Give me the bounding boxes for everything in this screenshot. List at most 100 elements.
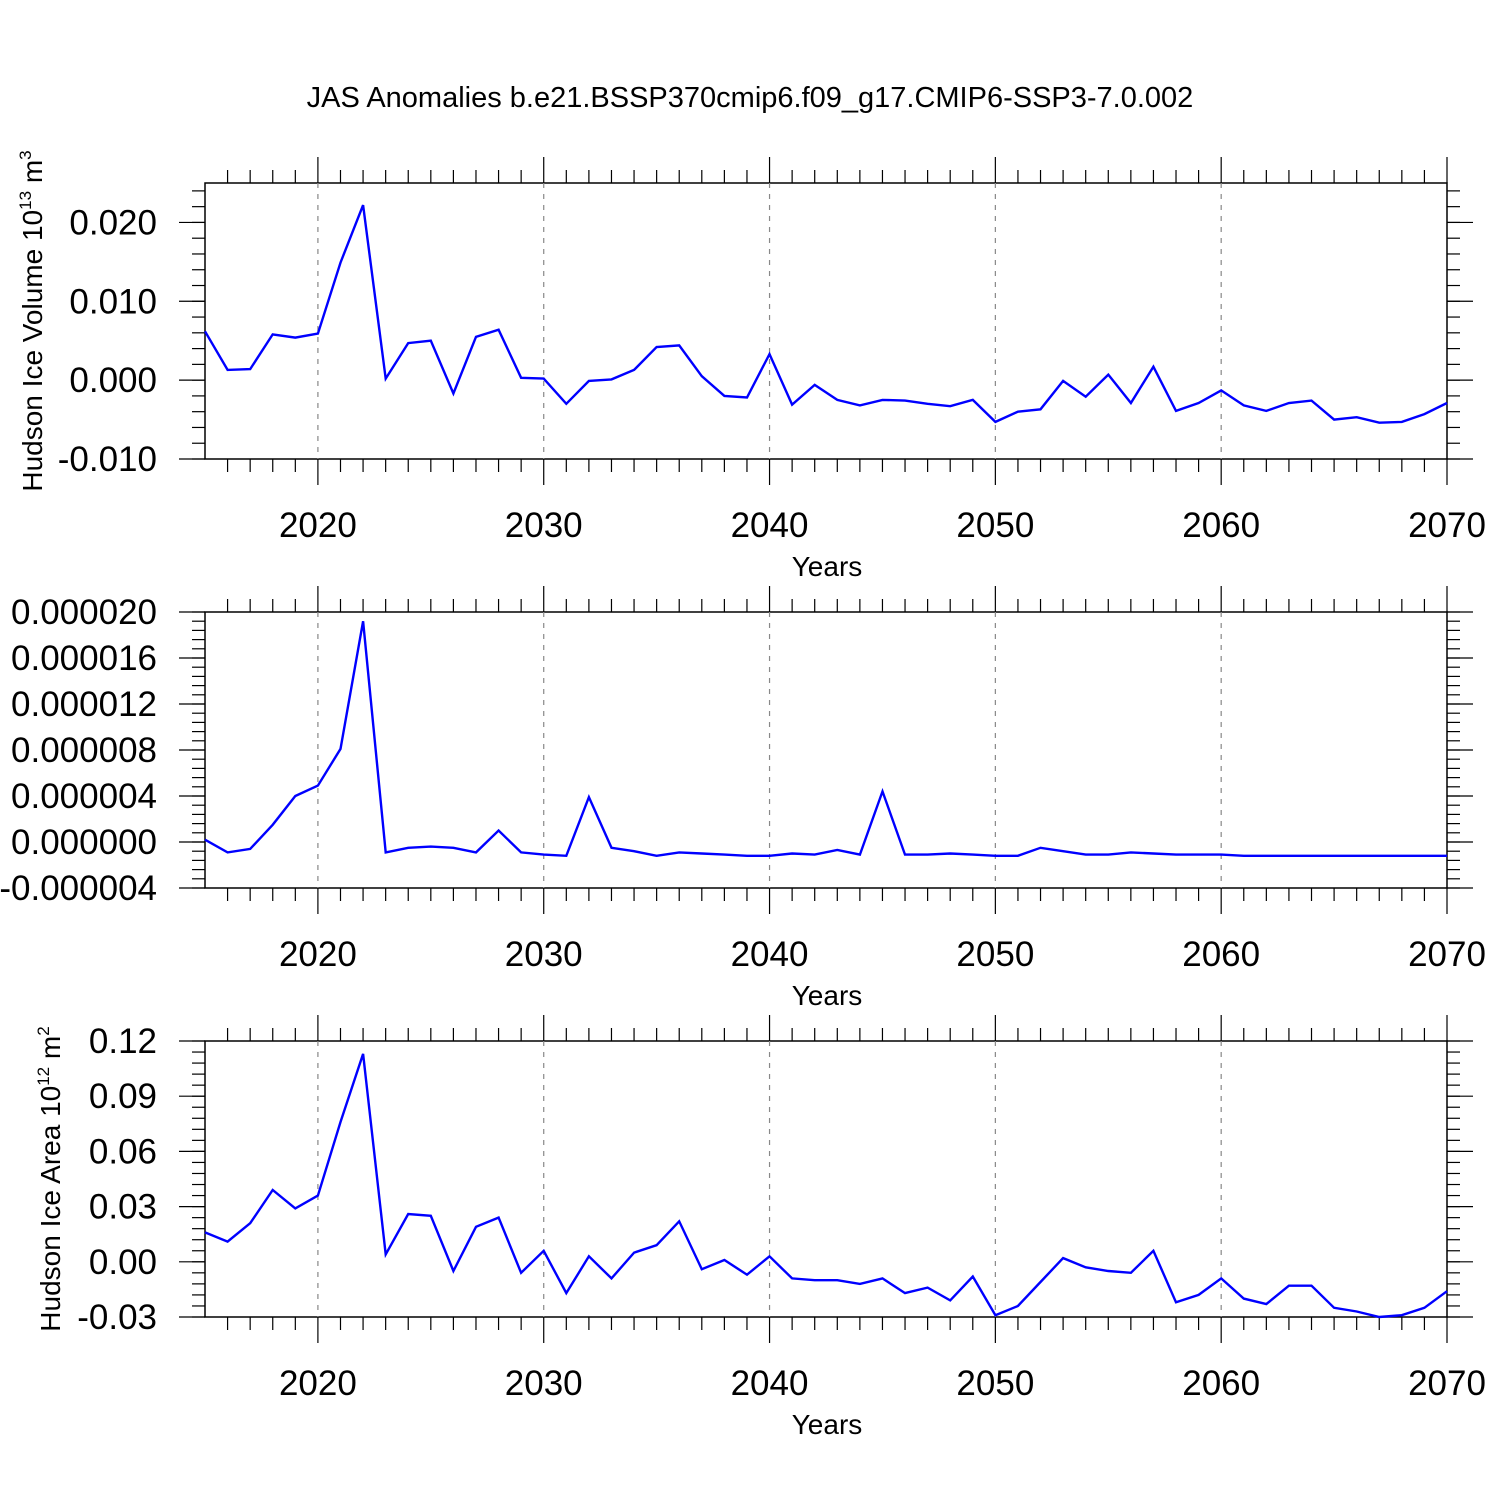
plot-frame	[204, 182, 1448, 460]
y-tick-label: 0.000016	[11, 639, 157, 678]
x-tick-label: 2050	[956, 1364, 1034, 1403]
data-point	[1197, 402, 1199, 404]
data-point	[972, 399, 974, 401]
data-point	[791, 1277, 793, 1279]
data-point	[836, 1279, 838, 1281]
data-point	[746, 1274, 748, 1276]
data-point	[1310, 855, 1312, 857]
y-tick-label: 0.000020	[11, 593, 157, 632]
data-point	[1243, 855, 1245, 857]
data-point	[859, 404, 861, 406]
data-point	[272, 824, 274, 826]
data-point	[904, 1292, 906, 1294]
y-axis-title-part: m	[17, 160, 48, 191]
data-point	[701, 852, 703, 854]
data-point	[610, 378, 612, 380]
data-point	[1017, 411, 1019, 413]
data-point	[362, 204, 364, 206]
chart-panel-2: -0.000004 0.000000 0.000004 0.000008 0.00001…	[0, 586, 1486, 1011]
data-point	[1220, 853, 1222, 855]
data-point	[385, 1253, 387, 1255]
data-point	[1401, 421, 1403, 423]
data-point	[859, 1283, 861, 1285]
data-point	[1288, 402, 1290, 404]
data-point	[678, 1220, 680, 1222]
data-point	[294, 1207, 296, 1209]
data-point	[475, 1226, 477, 1228]
data-point	[520, 851, 522, 853]
data-point	[723, 1259, 725, 1261]
data-point	[949, 405, 951, 407]
data-point	[272, 333, 274, 335]
y-tick-label: 0.06	[89, 1132, 157, 1171]
y-tick-label: 0.000004	[11, 777, 157, 816]
y-tick-label: 0.00	[89, 1243, 157, 1282]
x-tick-label: 2040	[731, 935, 809, 974]
data-point	[1265, 855, 1267, 857]
plot-frame	[204, 1040, 1448, 1318]
data-point	[1130, 1272, 1132, 1274]
data-point	[723, 395, 725, 397]
data-point	[1130, 402, 1132, 404]
data-point	[633, 850, 635, 852]
data-point	[701, 1268, 703, 1270]
data-point	[497, 1216, 499, 1218]
data-point	[430, 1215, 432, 1217]
data-point	[385, 377, 387, 379]
data-point	[1356, 1310, 1358, 1312]
y-tick-label: 0.03	[89, 1188, 157, 1227]
data-point	[520, 377, 522, 379]
data-point	[520, 1272, 522, 1274]
x-tick-label: 2030	[505, 935, 583, 974]
data-point	[1423, 1307, 1425, 1309]
data-point	[881, 399, 883, 401]
data-point	[972, 1275, 974, 1277]
data-point	[1401, 855, 1403, 857]
data-point	[1288, 855, 1290, 857]
data-point	[655, 346, 657, 348]
data-point	[543, 377, 545, 379]
data-point	[1152, 366, 1154, 368]
data-point	[904, 853, 906, 855]
data-point	[1062, 380, 1064, 382]
data-point	[633, 1251, 635, 1253]
data-point	[249, 1222, 251, 1224]
data-point	[226, 369, 228, 371]
data-point	[994, 1314, 996, 1316]
data-point	[723, 853, 725, 855]
data-point	[1175, 1301, 1177, 1303]
y-tick-label: -0.000004	[0, 869, 157, 908]
data-point	[543, 853, 545, 855]
data-point	[362, 1053, 364, 1055]
data-point	[1017, 1305, 1019, 1307]
x-tick-label: 2020	[279, 1364, 357, 1403]
data-point	[1197, 1294, 1199, 1296]
x-tick-label: 2060	[1182, 935, 1260, 974]
data-point	[588, 380, 590, 382]
page-title: JAS Anomalies b.e21.BSSP370cmip6.f09_g17…	[306, 82, 1194, 114]
data-point	[1039, 408, 1041, 410]
data-point	[385, 851, 387, 853]
x-tick-label: 2030	[505, 1364, 583, 1403]
data-point	[678, 851, 680, 853]
y-tick-label: 0.000	[69, 361, 157, 400]
chart-panel-1: -0.010 0.000 0.010 0.020 2020 2030 2040 2050 206…	[16, 150, 1486, 582]
data-point	[204, 1231, 206, 1233]
data-point	[791, 403, 793, 405]
data-point	[407, 1213, 409, 1215]
data-point	[339, 1121, 341, 1123]
data-point	[204, 330, 206, 332]
y-axis-title-part: Hudson Ice Area 10	[35, 1086, 66, 1332]
data-point	[859, 853, 861, 855]
y-tick-label: 0.000008	[11, 731, 157, 770]
data-point	[610, 847, 612, 849]
x-tick-label: 2050	[956, 935, 1034, 974]
y-axis-title: Hudson Ice Area 1012 m2	[34, 1026, 66, 1331]
series-line	[203, 204, 1448, 424]
data-point	[1423, 413, 1425, 415]
data-point	[1378, 855, 1380, 857]
data-point	[1107, 853, 1109, 855]
x-tick-label: 2030	[505, 506, 583, 545]
data-point	[1107, 1270, 1109, 1272]
